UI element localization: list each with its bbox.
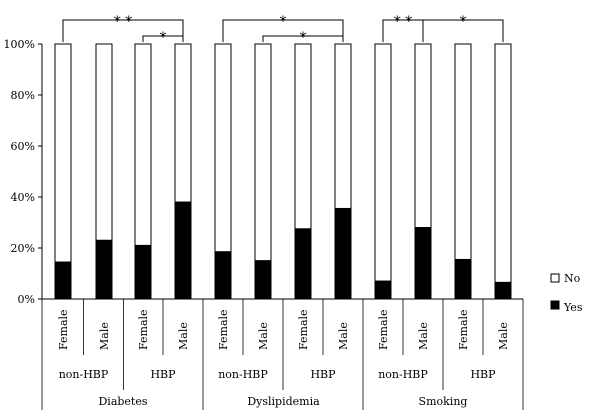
subgroup-label: non-HBP bbox=[218, 368, 268, 381]
bar-no bbox=[414, 43, 432, 229]
bar-yes bbox=[254, 260, 272, 300]
significance-bracket bbox=[222, 19, 344, 42]
category-label: Male bbox=[337, 322, 350, 350]
bar-no bbox=[454, 43, 472, 260]
category-label: Female bbox=[377, 309, 390, 350]
bar-yes bbox=[54, 261, 72, 300]
bar-no bbox=[134, 43, 152, 246]
y-tick-label: 0% bbox=[18, 293, 35, 306]
bars-layer bbox=[54, 43, 512, 300]
significance-bracket bbox=[422, 19, 504, 42]
category-label: Male bbox=[98, 322, 111, 350]
category-label: Male bbox=[497, 322, 510, 350]
category-label: Female bbox=[297, 309, 310, 350]
bar-no bbox=[334, 43, 352, 209]
y-tick-label: 60% bbox=[11, 140, 35, 153]
legend-swatch-yes bbox=[550, 300, 560, 310]
bar-yes bbox=[334, 207, 352, 300]
x-labels-layer: Female Male Female Male Female Male Female Male… bbox=[41, 299, 524, 410]
bar-yes bbox=[214, 251, 232, 300]
bar-no bbox=[214, 43, 232, 253]
y-tick-label: 20% bbox=[11, 242, 35, 255]
significance-marker: * bbox=[300, 30, 307, 46]
category-label: Female bbox=[217, 309, 230, 350]
bar-yes bbox=[454, 258, 472, 300]
significance-marker: * bbox=[160, 30, 167, 46]
bar-no bbox=[95, 43, 113, 241]
bar-yes bbox=[134, 244, 152, 300]
significance-bracket bbox=[142, 35, 184, 42]
axis-layer: 0% 20% 40% 60% 80% 100% bbox=[4, 38, 523, 306]
category-label: Male bbox=[177, 322, 190, 350]
y-tick-label: 80% bbox=[11, 89, 35, 102]
legend: No Yes bbox=[550, 272, 583, 314]
y-tick-label: 40% bbox=[11, 191, 35, 204]
significance-marker: * * bbox=[114, 14, 132, 30]
category-label: Female bbox=[57, 309, 70, 350]
bar-yes bbox=[494, 281, 512, 300]
category-label: Male bbox=[257, 322, 270, 350]
subgroup-label: non-HBP bbox=[378, 368, 428, 381]
bar-yes bbox=[174, 201, 192, 300]
subgroup-label: HBP bbox=[310, 368, 336, 381]
group-label: Dyslipidemia bbox=[247, 395, 320, 408]
bar-yes bbox=[294, 228, 312, 300]
group-label: Smoking bbox=[419, 395, 468, 408]
category-label: Male bbox=[417, 322, 430, 350]
significance-marker: * bbox=[460, 14, 467, 30]
y-tick-label: 100% bbox=[4, 38, 35, 51]
bar-no bbox=[54, 43, 72, 263]
group-label: Diabetes bbox=[98, 395, 147, 408]
significance-layer: * * * * * * * * bbox=[62, 14, 504, 46]
bar-yes bbox=[414, 227, 432, 300]
significance-bracket bbox=[62, 19, 184, 42]
bar-no bbox=[294, 43, 312, 230]
legend-swatch-no bbox=[550, 273, 560, 283]
bar-yes bbox=[95, 239, 113, 300]
subgroup-label: HBP bbox=[150, 368, 176, 381]
subgroup-label: non-HBP bbox=[59, 368, 109, 381]
subgroup-label: HBP bbox=[470, 368, 496, 381]
significance-marker: * * bbox=[394, 14, 412, 30]
legend-label-no: No bbox=[564, 272, 581, 285]
category-label: Female bbox=[457, 309, 470, 350]
bar-no bbox=[174, 43, 192, 203]
bar-yes bbox=[374, 280, 392, 300]
category-label: Female bbox=[137, 309, 150, 350]
bar-no bbox=[494, 43, 512, 283]
bar-no bbox=[374, 43, 392, 282]
significance-marker: * bbox=[280, 14, 287, 30]
legend-label-yes: Yes bbox=[563, 301, 583, 314]
significance-bracket bbox=[262, 35, 344, 42]
bar-no bbox=[254, 43, 272, 262]
